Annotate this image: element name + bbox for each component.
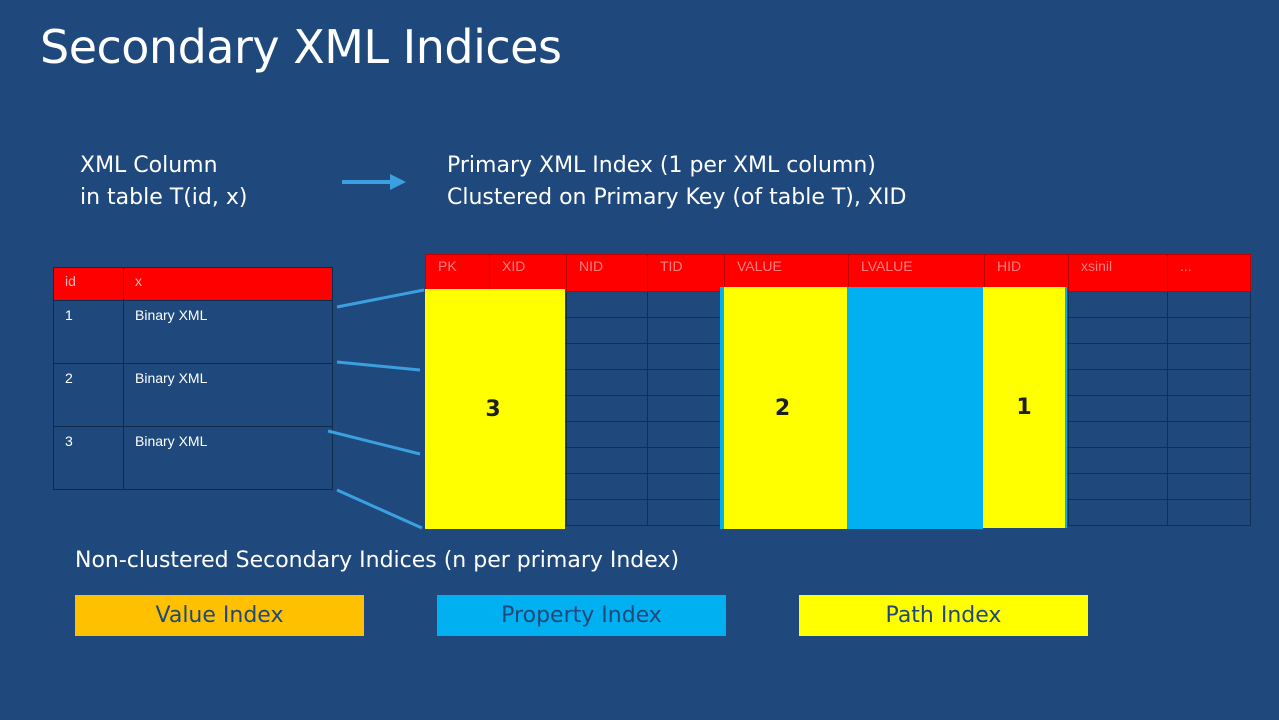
grid-cell <box>1068 447 1168 474</box>
legend-value-index: Value Index <box>75 595 364 636</box>
cell-id: 1 <box>53 300 124 364</box>
grid-cell <box>1068 499 1168 526</box>
cell-x: Binary XML <box>123 363 333 427</box>
grid-cell <box>566 395 648 422</box>
grid-cell <box>1068 421 1168 448</box>
legend-property-index: Property Index <box>437 595 726 636</box>
grid-cell <box>1167 395 1251 422</box>
property-index-lvalue-block <box>847 287 983 529</box>
primary-index-label: Primary XML Index (1 per XML column) Clu… <box>447 150 906 214</box>
grid-cell <box>1167 421 1251 448</box>
grid-cell <box>566 291 648 318</box>
grid-cell <box>1068 343 1168 370</box>
table-row: 2 Binary XML <box>53 363 333 427</box>
grid-cell <box>647 343 725 370</box>
primary-index-line1: Primary XML Index (1 per XML column) <box>447 153 876 178</box>
grid-cell <box>647 421 725 448</box>
grid-cell <box>1167 447 1251 474</box>
nonclustered-label: Non-clustered Secondary Indices (n per p… <box>75 548 680 573</box>
path-index-value-block: 2 <box>720 287 847 529</box>
grid-header-xsinil: xsinil <box>1068 254 1168 292</box>
grid-cell <box>647 473 725 500</box>
value-block-number: 2 <box>774 395 791 421</box>
grid-cell <box>1068 473 1168 500</box>
grid-cell <box>1167 369 1251 396</box>
connector-line <box>336 360 421 372</box>
right-arrow-icon <box>342 174 406 190</box>
grid-cell <box>1167 343 1251 370</box>
connector-line <box>336 288 425 309</box>
path-index-hid-block: 1 <box>983 287 1067 528</box>
pk-block-number: 3 <box>485 396 501 422</box>
header-x: x <box>123 267 333 301</box>
grid-cell <box>566 343 648 370</box>
grid-cell <box>1167 291 1251 318</box>
grid-header-more: ... <box>1167 254 1251 292</box>
xml-column-label: XML Column in table T(id, x) <box>80 150 247 214</box>
grid-cell <box>647 369 725 396</box>
grid-header-tid: TID <box>647 254 725 292</box>
connector-line <box>336 488 423 530</box>
grid-cell <box>1068 369 1168 396</box>
table-row: 1 Binary XML <box>53 300 333 364</box>
grid-header-lvalue: LVALUE <box>848 254 985 292</box>
grid-cell <box>1068 317 1168 344</box>
grid-cell <box>566 447 648 474</box>
grid-cell <box>647 447 725 474</box>
cell-x: Binary XML <box>123 300 333 364</box>
grid-cell <box>1167 317 1251 344</box>
grid-header-xid: XID <box>489 254 567 292</box>
grid-cell <box>566 421 648 448</box>
grid-cell <box>647 317 725 344</box>
source-table: id x 1 Binary XML 2 Binary XML 3 Binary … <box>53 267 333 490</box>
connector-line <box>327 429 421 456</box>
grid-cell <box>566 317 648 344</box>
grid-header-pk: PK <box>425 254 490 292</box>
legend-path-index: Path Index <box>799 595 1088 636</box>
hid-block-number: 1 <box>1016 395 1032 420</box>
grid-cell <box>1068 291 1168 318</box>
grid-cell <box>1068 395 1168 422</box>
slide-title: Secondary XML Indices <box>40 20 562 74</box>
table-row: 3 Binary XML <box>53 426 333 490</box>
grid-cell <box>566 369 648 396</box>
grid-cell <box>1167 473 1251 500</box>
cell-id: 3 <box>53 426 124 490</box>
grid-cell <box>647 499 725 526</box>
grid-header-value: VALUE <box>724 254 849 292</box>
grid-cell <box>647 395 725 422</box>
cell-x: Binary XML <box>123 426 333 490</box>
header-id: id <box>53 267 124 301</box>
cell-id: 2 <box>53 363 124 427</box>
xml-column-line2: in table T(id, x) <box>80 185 248 210</box>
primary-index-line2: Clustered on Primary Key (of table T), X… <box>447 185 907 210</box>
grid-cell <box>647 291 725 318</box>
grid-cell <box>566 499 648 526</box>
xml-column-line1: XML Column <box>80 153 218 178</box>
path-index-pk-block: 3 <box>425 289 565 529</box>
grid-cell <box>1167 499 1251 526</box>
grid-header-nid: NID <box>566 254 648 292</box>
grid-header: PK XID NID TID VALUE LVALUE HID xsinil .… <box>425 254 1251 292</box>
grid-cell <box>566 473 648 500</box>
source-table-header: id x <box>53 267 333 301</box>
grid-header-hid: HID <box>984 254 1069 292</box>
